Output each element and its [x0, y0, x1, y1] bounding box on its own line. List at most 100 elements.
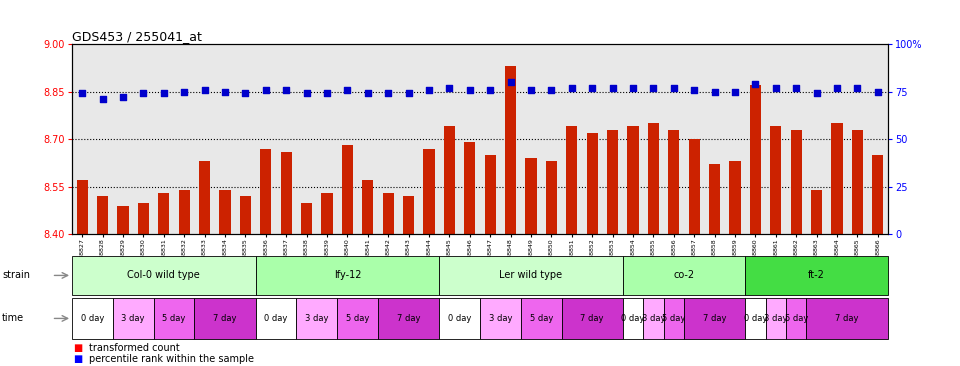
Point — [95, 96, 110, 102]
Point — [442, 85, 457, 91]
Bar — [255, 256, 440, 295]
Bar — [643, 298, 663, 339]
Text: 0 day: 0 day — [744, 314, 767, 323]
Bar — [562, 298, 623, 339]
Bar — [521, 298, 562, 339]
Bar — [566, 126, 577, 234]
Bar — [72, 298, 113, 339]
Point — [686, 87, 702, 93]
Bar — [199, 161, 210, 234]
Point — [421, 87, 437, 93]
Bar — [444, 126, 455, 234]
Text: 0 day: 0 day — [448, 314, 471, 323]
Point — [850, 85, 865, 91]
Text: Col-0 wild type: Col-0 wild type — [128, 270, 201, 280]
Text: 0 day: 0 day — [621, 314, 645, 323]
Bar — [623, 256, 745, 295]
Point — [380, 90, 396, 96]
Bar — [485, 155, 495, 234]
Bar — [766, 298, 786, 339]
Bar — [440, 256, 623, 295]
Bar — [337, 298, 378, 339]
Point — [523, 87, 539, 93]
Point — [217, 89, 232, 94]
Bar — [811, 190, 822, 234]
Text: 7 day: 7 day — [396, 314, 420, 323]
Point — [483, 87, 498, 93]
Text: 0 day: 0 day — [264, 314, 288, 323]
Point — [768, 85, 783, 91]
Point — [728, 89, 743, 94]
Text: 7 day: 7 day — [213, 314, 237, 323]
Point — [748, 81, 763, 87]
Text: GDS453 / 255041_at: GDS453 / 255041_at — [72, 30, 202, 43]
Point — [625, 85, 640, 91]
Bar — [623, 298, 643, 339]
Point — [156, 90, 172, 96]
Text: percentile rank within the sample: percentile rank within the sample — [89, 354, 254, 365]
Bar — [786, 298, 806, 339]
Text: 3 day: 3 day — [764, 314, 787, 323]
Bar — [852, 130, 863, 234]
Bar — [297, 298, 337, 339]
Bar — [113, 298, 154, 339]
Bar — [525, 158, 537, 234]
Bar — [195, 298, 255, 339]
Bar — [546, 161, 557, 234]
Point — [135, 90, 151, 96]
Bar — [220, 190, 230, 234]
Text: 7 day: 7 day — [581, 314, 604, 323]
Point — [258, 87, 274, 93]
Bar — [322, 193, 332, 234]
Text: transformed count: transformed count — [89, 343, 180, 354]
Point — [238, 90, 253, 96]
Bar — [403, 196, 414, 234]
Text: ft-2: ft-2 — [808, 270, 825, 280]
Point — [788, 85, 804, 91]
Point — [278, 87, 294, 93]
Bar — [260, 149, 272, 234]
Bar — [709, 164, 720, 234]
Point — [115, 94, 131, 100]
Point — [401, 90, 417, 96]
Bar — [745, 256, 888, 295]
Bar — [663, 298, 684, 339]
Text: 5 day: 5 day — [530, 314, 553, 323]
Text: 7 day: 7 day — [703, 314, 727, 323]
Bar — [745, 298, 766, 339]
Text: time: time — [2, 313, 24, 324]
Point — [666, 85, 682, 91]
Bar — [97, 196, 108, 234]
Point — [340, 87, 355, 93]
Bar — [648, 123, 659, 234]
Bar — [770, 126, 781, 234]
Point — [320, 90, 335, 96]
Bar — [684, 298, 745, 339]
Text: Ler wild type: Ler wild type — [499, 270, 563, 280]
Point — [870, 89, 885, 94]
Text: ■: ■ — [73, 343, 83, 354]
Point — [360, 90, 375, 96]
Bar — [342, 145, 353, 234]
Bar — [688, 139, 700, 234]
Bar — [440, 298, 480, 339]
Bar — [587, 133, 598, 234]
Point — [462, 87, 477, 93]
Bar — [423, 149, 435, 234]
Bar — [255, 298, 297, 339]
Bar — [154, 298, 195, 339]
Bar — [383, 193, 394, 234]
Text: 5 day: 5 day — [784, 314, 808, 323]
Bar — [240, 196, 251, 234]
Bar — [791, 130, 802, 234]
Text: 3 day: 3 day — [122, 314, 145, 323]
Text: strain: strain — [2, 270, 30, 280]
Bar — [72, 256, 255, 295]
Point — [564, 85, 580, 91]
Text: 5 day: 5 day — [162, 314, 185, 323]
Text: 5 day: 5 day — [662, 314, 685, 323]
Point — [543, 87, 559, 93]
Bar — [480, 298, 521, 339]
Point — [503, 79, 518, 85]
Point — [707, 89, 722, 94]
